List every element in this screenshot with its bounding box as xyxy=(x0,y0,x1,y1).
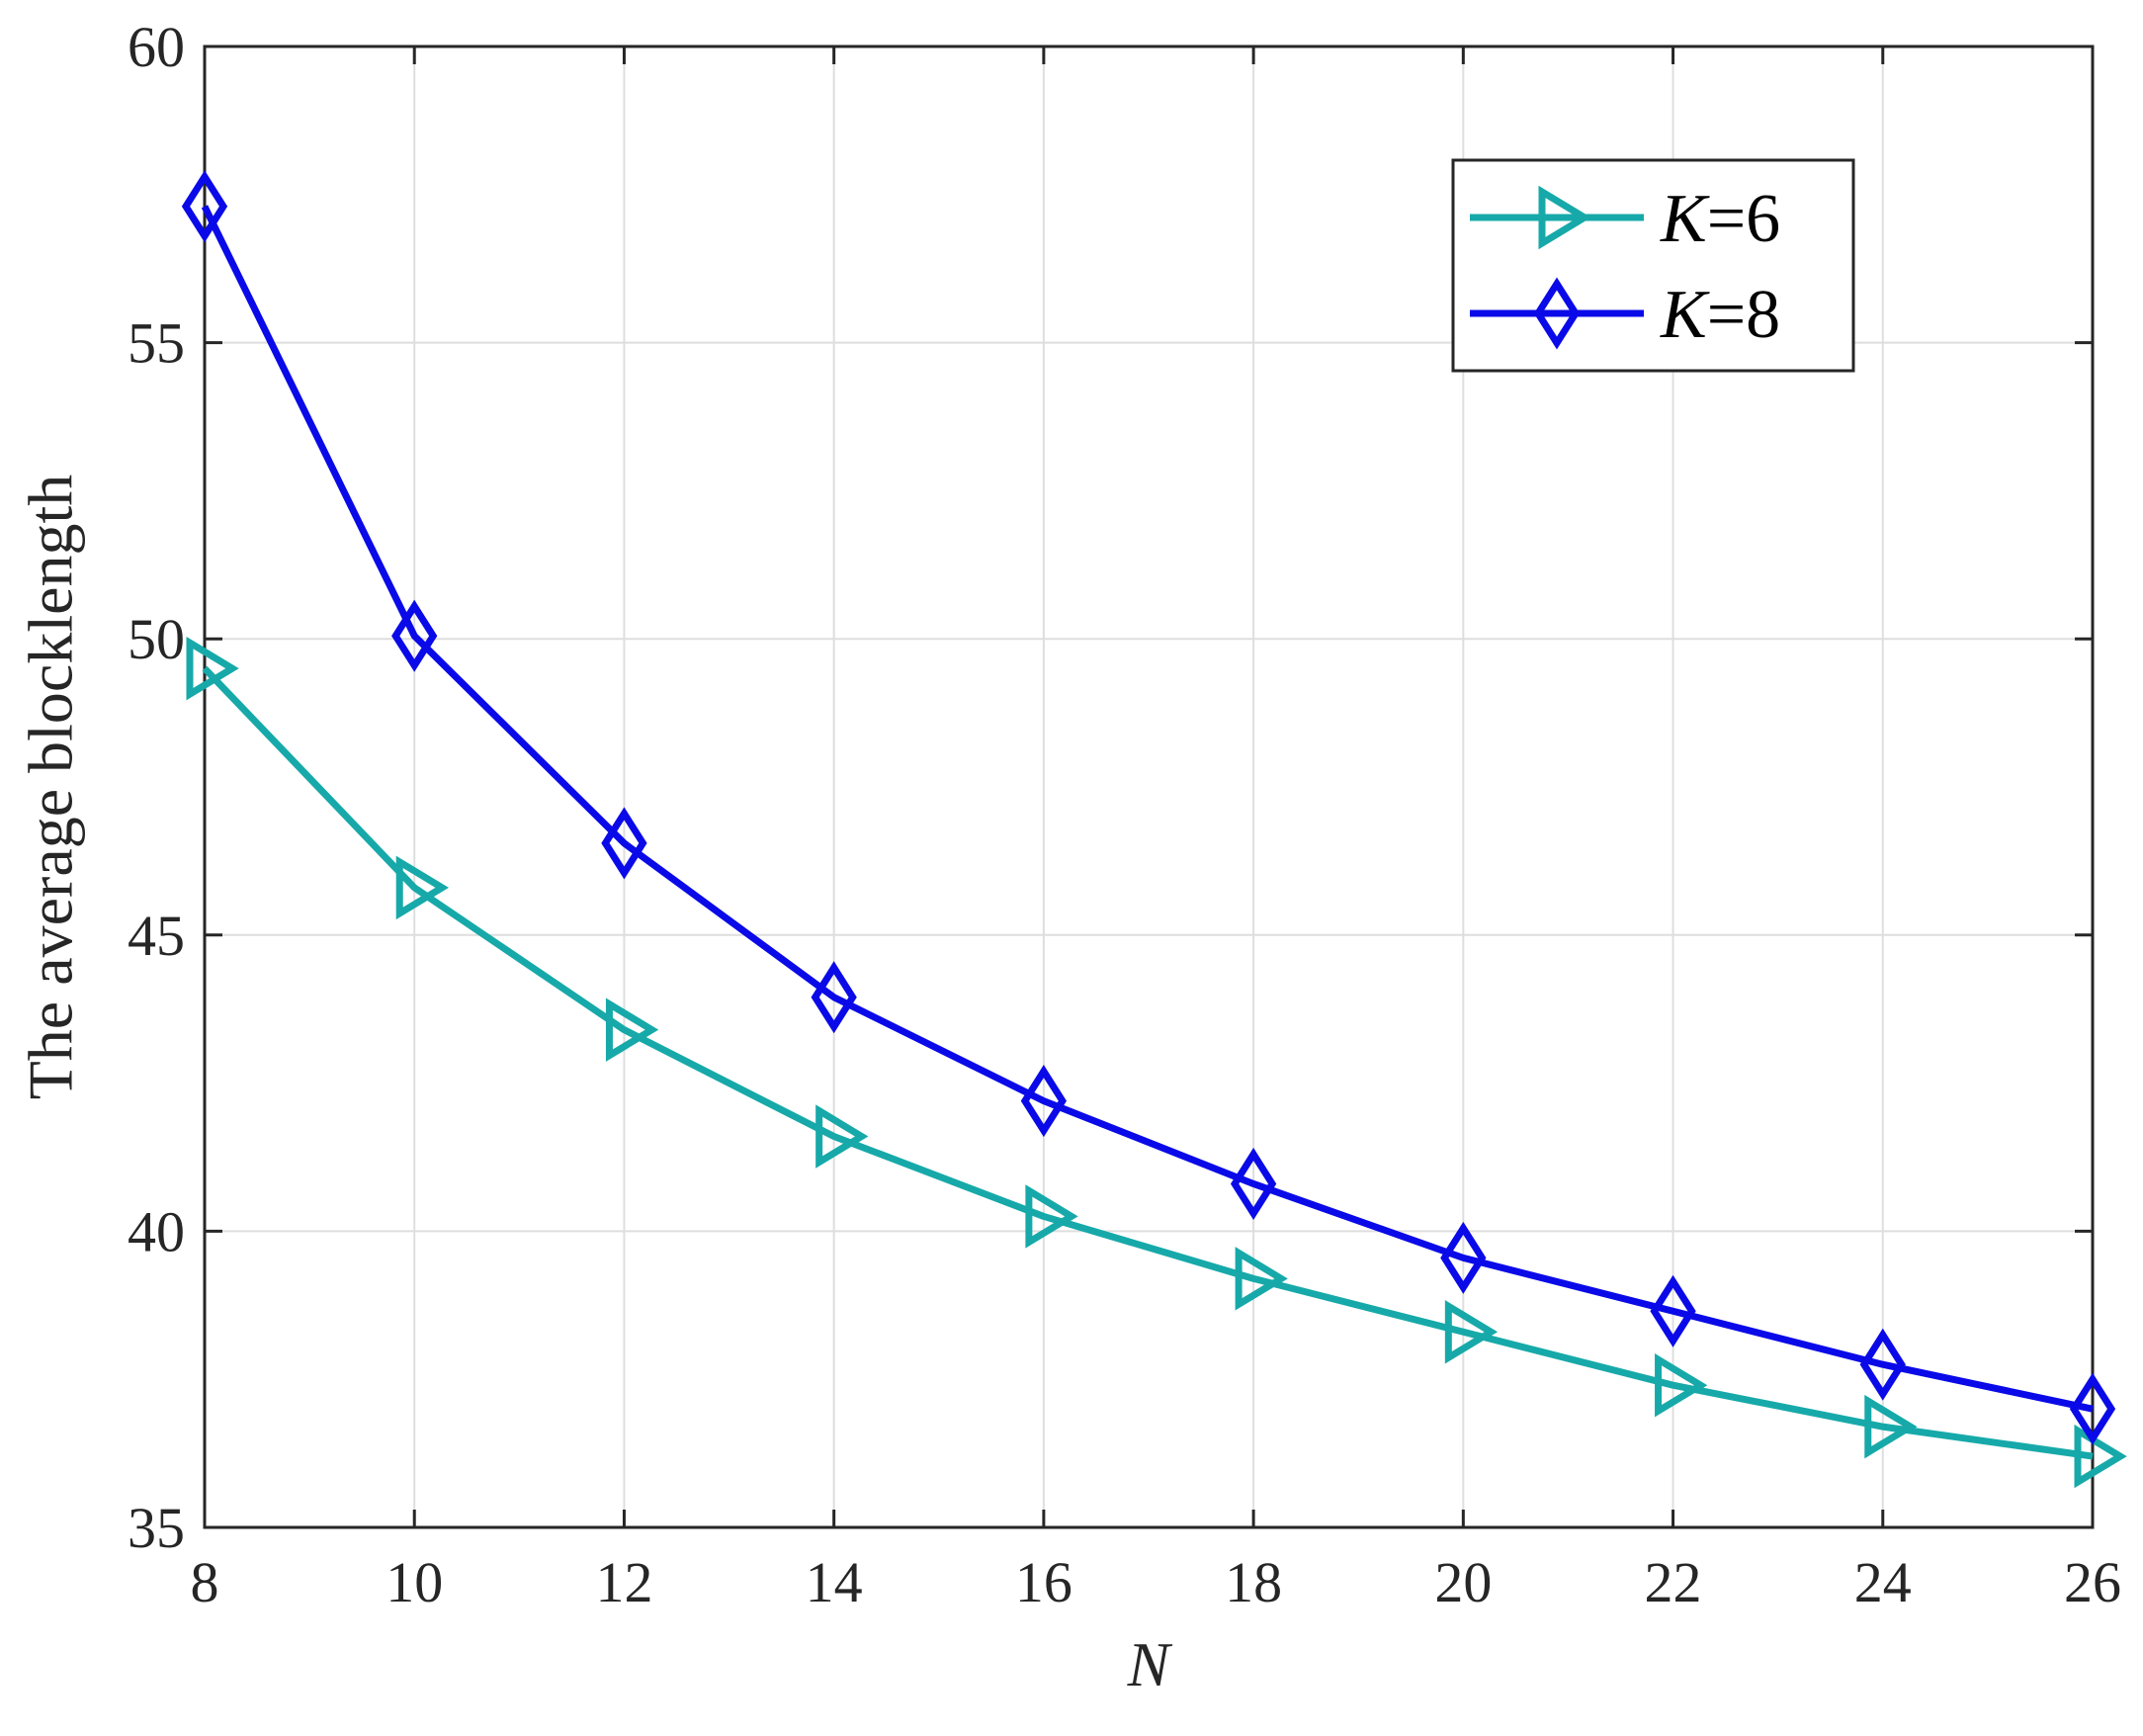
y-tick-label: 50 xyxy=(128,607,185,671)
data-point-marker xyxy=(395,855,449,920)
data-point-marker xyxy=(601,807,647,880)
series-layer xyxy=(181,170,2127,1489)
x-tick-label: 18 xyxy=(1225,1550,1282,1614)
legend-label-variable: K xyxy=(1660,277,1710,353)
x-axis-label: N xyxy=(1127,1629,1173,1699)
data-point-marker xyxy=(181,170,228,243)
series-1 xyxy=(186,636,2127,1489)
x-tick-label: 20 xyxy=(1434,1550,1492,1614)
legend-entries: K=6K=8 xyxy=(1470,181,1780,353)
legend-entry-1: K=6 xyxy=(1470,181,1780,257)
legend-label-value: =8 xyxy=(1707,277,1780,353)
data-point-marker xyxy=(1020,1065,1068,1138)
legend-label-variable: K xyxy=(1660,181,1710,257)
plot-frame xyxy=(203,44,2095,1529)
y-tick-label: 55 xyxy=(128,311,185,376)
legend-entry-2: K=8 xyxy=(1470,277,1780,353)
y-tick-label: 40 xyxy=(128,1199,185,1263)
data-point-marker xyxy=(1440,1221,1487,1294)
legend-box xyxy=(1451,158,1855,373)
data-point-marker xyxy=(1235,1247,1288,1311)
legend-swatch-marker xyxy=(1533,277,1581,350)
x-tick-label: 24 xyxy=(1854,1550,1912,1614)
data-point-marker xyxy=(391,599,438,672)
data-point-marker xyxy=(186,636,239,701)
x-tick-label: 12 xyxy=(595,1550,652,1614)
y-tick-label: 35 xyxy=(128,1496,185,1560)
y-axis-label: The average blocklength xyxy=(16,475,86,1100)
y-tick-label: 45 xyxy=(128,904,185,968)
legend-label: K=6 xyxy=(1660,181,1780,257)
data-point-marker xyxy=(605,998,659,1062)
data-point-marker xyxy=(811,961,857,1034)
x-tick-label: 22 xyxy=(1645,1550,1702,1614)
data-point-marker xyxy=(815,1104,869,1169)
data-point-marker xyxy=(1655,1352,1708,1418)
series-2 xyxy=(181,170,2116,1445)
x-tick-label: 26 xyxy=(2064,1550,2121,1614)
data-point-marker xyxy=(1864,1394,1918,1459)
legend-label: K=8 xyxy=(1660,277,1780,353)
y-tick-label: 60 xyxy=(128,15,185,79)
data-point-marker xyxy=(2074,1424,2127,1489)
data-point-marker xyxy=(2069,1372,2116,1445)
axis-ticks: 8 10 12 14 16 18 20 22 24 26 35 40 45 50 55 60 xyxy=(128,15,2121,1614)
data-point-marker xyxy=(1230,1147,1277,1221)
data-point-marker xyxy=(1650,1274,1696,1347)
data-point-marker xyxy=(1444,1300,1499,1364)
x-tick-label: 8 xyxy=(191,1550,219,1614)
x-tick-label: 14 xyxy=(806,1550,863,1614)
legend-swatch-marker xyxy=(1538,185,1591,250)
series-line xyxy=(201,205,2094,1413)
legend-label-value: =6 xyxy=(1707,181,1780,257)
legend: K=6K=8 xyxy=(1451,158,1855,373)
data-point-marker xyxy=(1859,1328,1906,1401)
x-tick-label: 16 xyxy=(1015,1550,1072,1614)
x-tick-label: 10 xyxy=(386,1550,443,1614)
data-point-marker xyxy=(1025,1184,1078,1249)
series-line xyxy=(202,665,2094,1460)
